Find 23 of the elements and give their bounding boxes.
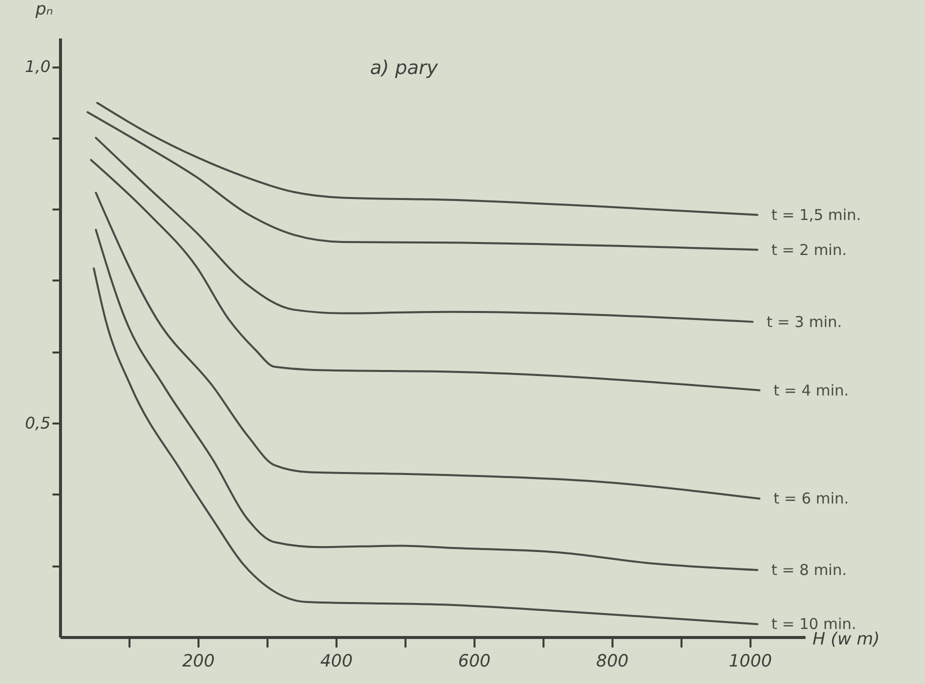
x-tick-label: 800 xyxy=(596,652,629,672)
x-axis-title: H (w m) xyxy=(812,630,880,650)
text: a) pary xyxy=(370,57,439,79)
y-axis-title: pₙ xyxy=(34,0,54,20)
series-label: t = 2 min. xyxy=(771,240,847,259)
series-label: t = 8 min. xyxy=(771,560,847,579)
series-label: t = 1,5 min. xyxy=(771,206,862,224)
series-label: t = 3 min. xyxy=(766,312,842,331)
line-series xyxy=(94,136,754,323)
line-series xyxy=(94,192,760,500)
x-tick-label: 200 xyxy=(182,652,215,672)
series-label: t = 4 min. xyxy=(773,381,849,400)
y-tick-label: 0,5 xyxy=(25,414,50,433)
x-tick-label: 600 xyxy=(458,652,491,672)
line-series xyxy=(86,111,758,251)
y-tick-label: 1,0 xyxy=(25,57,50,76)
line-series xyxy=(94,228,758,571)
x-tick-label: 400 xyxy=(320,652,353,672)
line-series xyxy=(90,158,760,392)
series-label: t = 6 min. xyxy=(773,490,849,508)
line-series xyxy=(92,267,758,626)
line-series xyxy=(96,102,758,216)
x-tick-label: 1000 xyxy=(728,652,772,672)
